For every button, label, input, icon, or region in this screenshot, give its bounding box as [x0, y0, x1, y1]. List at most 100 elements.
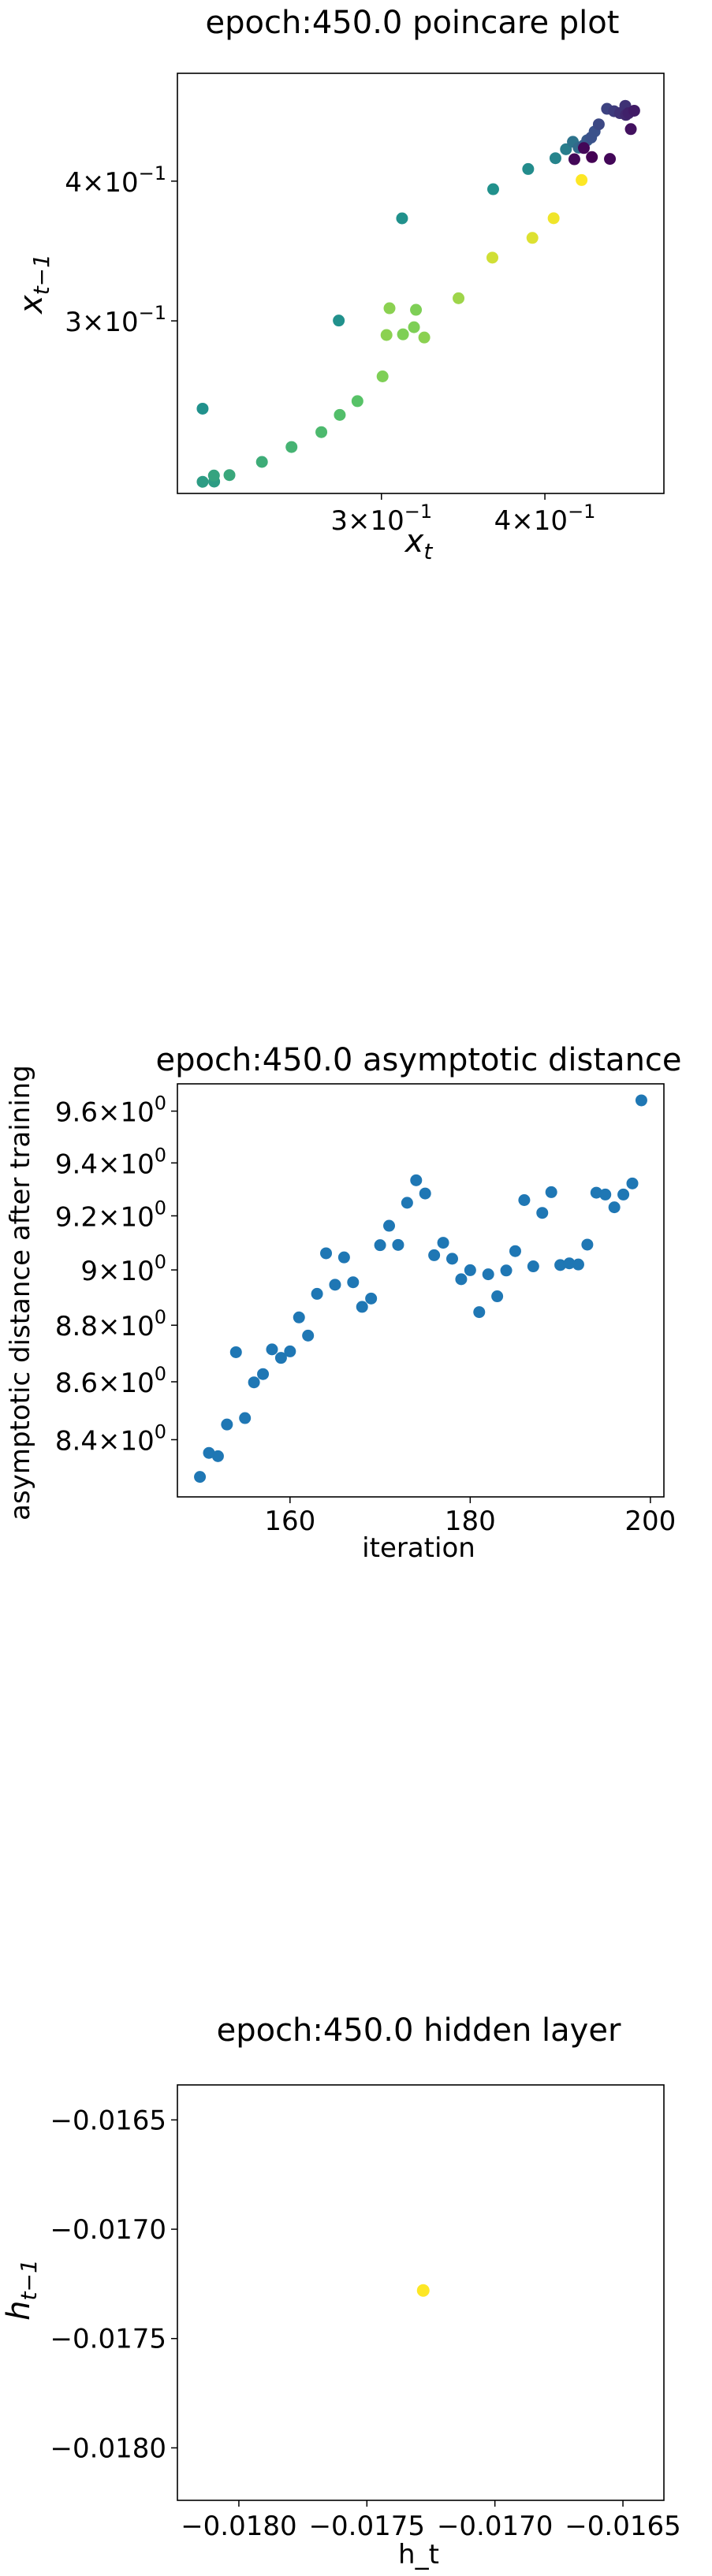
hidden-layer-chart-title: epoch:450.0 hidden layer — [217, 2012, 621, 2049]
poincare-point-12 — [397, 328, 409, 341]
poincare-y-axis-label: xt−1 — [13, 254, 54, 315]
poincare-chart-title: epoch:450.0 poincare plot — [206, 5, 620, 41]
asymptotic-plot-frame — [177, 1083, 665, 1498]
asymptotic-point-42 — [572, 1258, 584, 1271]
asymptotic-point-14 — [320, 1247, 333, 1260]
asymptotic-point-19 — [365, 1292, 378, 1305]
asymptotic-x-tick-group: 160 180 200 — [264, 1497, 676, 1537]
poincare-point-18 — [526, 232, 539, 244]
poincare-point-26 — [549, 152, 561, 165]
hidden-layer-x-tick-group: −0.0180 −0.0175 −0.0170 −0.0165 — [181, 2500, 681, 2542]
asymptotic-point-47 — [617, 1188, 630, 1201]
poincare-point-22 — [333, 315, 345, 327]
asymptotic-point-5 — [239, 1412, 252, 1424]
poincare-chart: epoch:450.0 poincare plot 3×10−1 4×10−1 3… — [13, 5, 665, 564]
poincare-point-6 — [315, 426, 328, 438]
asymptotic-point-20 — [374, 1239, 386, 1252]
hidden-layer-y-tick-label-3: −0.0180 — [50, 2433, 166, 2464]
asymptotic-points — [194, 1094, 647, 1483]
asymptotic-x-tick-label-0: 160 — [264, 1506, 315, 1537]
asymptotic-point-13 — [311, 1287, 323, 1300]
asymptotic-point-44 — [590, 1186, 602, 1199]
asymptotic-point-7 — [257, 1368, 270, 1380]
hidden-layer-x-tick-label-1: −0.0175 — [309, 2511, 425, 2542]
asymptotic-y-tick-label-2: 8.8×100 — [55, 1306, 166, 1342]
poincare-x-tick-label-0: 3×10−1 — [330, 501, 432, 537]
hidden-layer-y-tick-label-1: −0.0170 — [50, 2214, 166, 2246]
hidden-layer-y-tick-group: −0.0165 −0.0170 −0.0175 −0.0180 — [50, 2105, 177, 2464]
poincare-x-tick-group: 3×10−1 4×10−1 — [330, 493, 595, 537]
poincare-point-41 — [628, 104, 640, 117]
asymptotic-point-4 — [229, 1346, 242, 1358]
poincare-point-2 — [207, 469, 220, 482]
hidden-layer-x-tick-label-3: −0.0165 — [565, 2511, 680, 2542]
asymptotic-point-12 — [302, 1329, 315, 1342]
asymptotic-point-35 — [509, 1245, 521, 1257]
hidden-layer-x-tick-label-2: −0.0170 — [437, 2511, 553, 2542]
asymptotic-point-30 — [464, 1264, 476, 1276]
asymptotic-point-49 — [635, 1094, 647, 1107]
asymptotic-point-3 — [221, 1418, 233, 1431]
asymptotic-point-41 — [563, 1257, 576, 1270]
poincare-point-20 — [576, 173, 588, 186]
asymptotic-point-37 — [527, 1260, 539, 1273]
poincare-point-46 — [624, 123, 637, 136]
poincare-point-0 — [196, 475, 209, 488]
asymptotic-point-17 — [347, 1276, 360, 1289]
asymptotic-y-tick-group: 8.4×100 8.6×100 8.8×100 9×100 9.2×100 9.4×100… — [55, 1093, 177, 1457]
asymptotic-point-39 — [545, 1186, 557, 1198]
asymptotic-y-tick-label-6: 9.6×100 — [55, 1093, 166, 1129]
hidden-layer-plot-frame — [177, 2084, 665, 2501]
hidden-layer-x-tick-label-0: −0.0180 — [181, 2511, 296, 2542]
hidden-layer-chart: epoch:450.0 hidden layer −0.0180 −0.0175−… — [1, 2012, 681, 2570]
poincare-point-14 — [410, 303, 423, 316]
asymptotic-point-26 — [428, 1249, 441, 1261]
asymptotic-y-tick-label-0: 8.4×100 — [55, 1420, 166, 1457]
asymptotic-point-34 — [500, 1264, 513, 1277]
asymptotic-x-axis-label: iteration — [362, 1532, 475, 1564]
asymptotic-point-43 — [581, 1238, 594, 1251]
poincare-point-11 — [383, 302, 396, 315]
poincare-plot-frame — [177, 73, 665, 494]
asymptotic-point-25 — [419, 1187, 431, 1200]
poincare-x-tick-label-1: 4×10−1 — [494, 501, 596, 537]
poincare-point-13 — [408, 321, 420, 333]
asymptotic-point-10 — [284, 1345, 296, 1357]
poincare-point-25 — [522, 162, 535, 175]
asymptotic-point-1 — [203, 1446, 215, 1459]
poincare-point-3 — [223, 469, 236, 482]
poincare-points — [196, 99, 640, 488]
poincare-point-19 — [547, 212, 560, 225]
asymptotic-x-tick-label-1: 180 — [445, 1506, 496, 1537]
poincare-point-8 — [351, 395, 363, 408]
poincare-point-43 — [577, 142, 590, 154]
asymptotic-y-tick-label-1: 8.6×100 — [55, 1363, 166, 1399]
poincare-point-44 — [586, 151, 598, 163]
hidden-layer-y-tick-label-2: −0.0175 — [50, 2324, 166, 2355]
asymptotic-point-6 — [248, 1376, 260, 1389]
poincare-y-tick-label-0: 3×10−1 — [65, 302, 166, 338]
hidden-layer-point-0 — [416, 2284, 430, 2297]
asymptotic-point-23 — [401, 1197, 413, 1209]
poincare-point-45 — [604, 153, 617, 166]
poincare-point-17 — [486, 251, 498, 264]
poincare-x-axis-label: xt — [404, 523, 434, 564]
asymptotic-point-8 — [266, 1343, 278, 1356]
poincare-point-34 — [592, 118, 605, 131]
asymptotic-point-40 — [554, 1259, 567, 1271]
hidden-layer-points — [416, 2284, 430, 2297]
poincare-point-27 — [560, 143, 572, 155]
asymptotic-point-22 — [392, 1238, 404, 1251]
asymptotic-point-18 — [356, 1301, 368, 1313]
asymptotic-point-45 — [599, 1188, 612, 1201]
poincare-point-4 — [255, 456, 268, 468]
poincare-point-10 — [380, 329, 393, 341]
asymptotic-chart-title: epoch:450.0 asymptotic distance — [155, 1042, 681, 1078]
asymptotic-point-24 — [410, 1174, 423, 1186]
poincare-y-tick-label-1: 4×10−1 — [65, 162, 166, 199]
hidden-layer-x-axis-label: h_t — [398, 2539, 439, 2570]
poincare-point-42 — [568, 153, 580, 166]
asymptotic-point-33 — [491, 1290, 504, 1303]
asymptotic-y-tick-label-3: 9×100 — [80, 1251, 166, 1287]
